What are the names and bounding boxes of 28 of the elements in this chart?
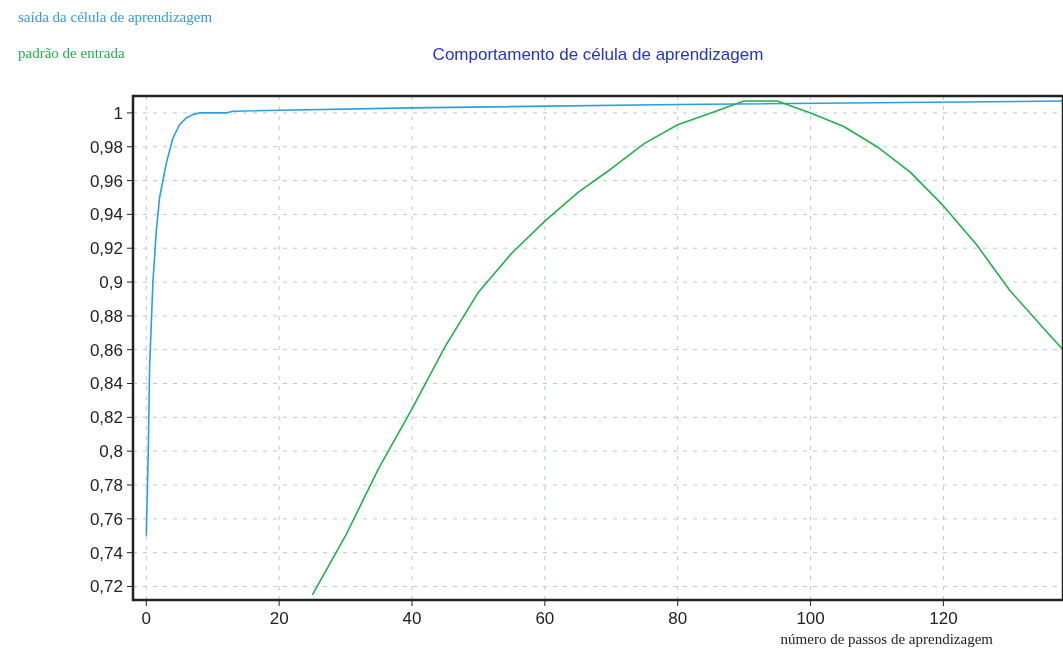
y-tick-label: 0,88 [89, 306, 123, 326]
y-tick-label: 0,82 [89, 408, 123, 428]
x-tick-label: 20 [269, 609, 289, 628]
y-tick-label: 0,98 [89, 137, 123, 157]
y-tick-label: 0,9 [99, 272, 123, 292]
y-tick-label: 0,94 [89, 205, 123, 225]
y-tick-label: 0,96 [89, 171, 123, 191]
y-tick-label: 0,8 [99, 442, 123, 462]
y-tick-label: 0,76 [89, 509, 123, 529]
text: saída da célula de aprendizagem [18, 9, 213, 25]
x-tick-label: 100 [796, 609, 825, 628]
x-tick-label: 0 [141, 609, 152, 628]
y-tick-label: 0,72 [89, 577, 123, 597]
y-tick-label: 1 [113, 103, 123, 123]
x-tick-label: 120 [929, 609, 958, 628]
y-tick-label: 0,74 [89, 543, 123, 563]
y-tick-label: 0,92 [89, 239, 123, 259]
x-tick-label: 40 [402, 609, 422, 628]
chart-title: Comportamento de célula de aprendizagem [432, 45, 764, 64]
line-series [311, 100, 1063, 596]
x-tick-label: 60 [535, 609, 555, 628]
x-tick-label: 80 [668, 609, 688, 628]
text: padrão de entrada [18, 45, 125, 61]
y-tick-label: 0,86 [89, 340, 123, 360]
y-tick-label: 0,84 [89, 374, 123, 394]
y-tick-label: 0,78 [89, 475, 123, 495]
line-series [145, 100, 1063, 537]
x-axis-title: número de passos de aprendizagem [780, 631, 994, 647]
